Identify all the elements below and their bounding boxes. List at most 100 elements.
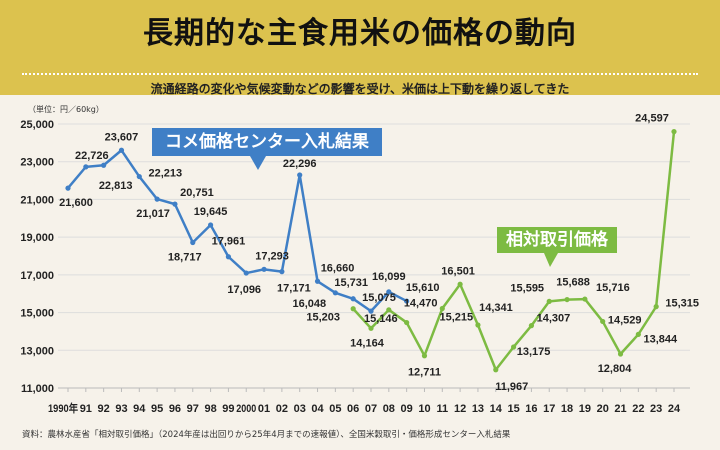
y-tick-label: 15,000: [20, 308, 54, 320]
x-tick-label: 21: [614, 403, 626, 415]
data-point: [83, 164, 89, 170]
y-tick-label: 11,000: [21, 383, 54, 395]
x-tick-label: 92: [98, 403, 110, 415]
data-label: 17,171: [277, 283, 311, 295]
y-tick-label: 25,000: [20, 119, 54, 131]
x-tick-label: 19: [579, 403, 591, 415]
x-tick-label: 06: [347, 403, 359, 415]
data-point: [510, 344, 517, 350]
data-point: [386, 289, 392, 295]
x-tick-label: 16: [525, 403, 537, 415]
x-tick-label: 11: [436, 403, 448, 415]
data-point: [475, 322, 481, 328]
data-label: 14,341: [479, 302, 513, 314]
data-point: [493, 367, 499, 373]
source-note: 資料：農林水産省「相対取引価格」（2024年産は出回りから25年4月までの速報値…: [22, 430, 511, 440]
x-tick-label: 15: [507, 403, 519, 415]
data-label: 15,075: [362, 292, 396, 304]
data-point: [421, 353, 428, 359]
legend-callout-blue: コメ価格センター入札結果: [152, 128, 382, 156]
x-tick-label: 24: [668, 403, 681, 415]
divider: [22, 73, 698, 75]
data-label: 17,096: [227, 284, 261, 296]
data-label: 14,470: [404, 298, 438, 310]
y-tick-label: 19,000: [20, 232, 54, 244]
data-label: 22,296: [283, 158, 317, 170]
x-tick-label: 23: [650, 403, 662, 415]
x-tick-label: 03: [294, 403, 306, 415]
x-tick-label: 93: [115, 403, 127, 415]
data-label: 23,607: [105, 131, 139, 143]
data-label: 21,017: [136, 208, 170, 220]
data-point: [653, 304, 659, 310]
x-tick-label: 91: [80, 403, 92, 415]
x-tick-label: 02: [276, 403, 288, 415]
data-label: 21,600: [59, 197, 93, 209]
data-point: [404, 298, 410, 304]
callout-tail: [544, 253, 558, 267]
x-tick-label: 08: [383, 403, 395, 415]
x-tick-label: 98: [204, 403, 216, 415]
data-label: 24,597: [635, 113, 669, 125]
data-label: 15,203: [306, 312, 340, 324]
data-point: [350, 296, 356, 302]
data-point: [314, 278, 321, 284]
data-label: 15,146: [364, 313, 398, 325]
x-tick-label: 13: [472, 403, 484, 415]
data-label: 13,844: [644, 333, 679, 345]
data-point: [404, 319, 410, 326]
data-label: 14,307: [537, 313, 571, 325]
data-label: 15,595: [510, 282, 544, 294]
data-label: 15,688: [556, 277, 590, 289]
data-label: 15,731: [334, 277, 368, 289]
x-tick-label: 94: [133, 403, 146, 415]
header-band: 長期的な主食用米の価格の動向 流通経路の変化や気候変動などの影響を受け、米価は上…: [0, 0, 720, 96]
data-point: [243, 270, 249, 276]
callout-tail: [250, 156, 266, 170]
x-tick-label: 1990年: [48, 401, 78, 415]
x-tick-label: 12: [454, 403, 466, 415]
data-point: [101, 162, 107, 168]
data-label: 22,213: [148, 168, 182, 180]
chart-subtitle: 流通経路の変化や気候変動などの影響を受け、米価は上下動を繰り返してきた: [150, 82, 570, 96]
data-point: [261, 266, 267, 272]
data-label: 16,099: [372, 271, 406, 283]
data-label: 16,660: [321, 262, 355, 274]
x-tick-label: 99: [222, 403, 234, 415]
legend-callout-green: 相対取引価格: [497, 227, 617, 253]
data-label: 19,645: [194, 206, 228, 218]
x-tick-label: 18: [561, 403, 573, 415]
data-point: [172, 201, 178, 207]
x-tick-label: 95: [151, 403, 163, 415]
data-point: [207, 222, 214, 228]
data-label: 17,293: [255, 250, 289, 262]
chart-title: 長期的な主食用米の価格の動向: [143, 16, 577, 51]
y-tick-label: 21,000: [20, 194, 54, 206]
data-label: 13,175: [517, 346, 551, 358]
data-point: [136, 173, 142, 180]
x-tick-label: 09: [401, 403, 413, 415]
x-tick-label: 14: [490, 403, 503, 415]
data-point: [368, 325, 374, 331]
y-tick-label: 23,000: [20, 157, 54, 169]
data-label: 12,711: [408, 367, 441, 379]
data-point: [118, 147, 125, 153]
data-point: [635, 331, 641, 337]
data-point: [546, 298, 552, 304]
x-tick-label: 10: [418, 403, 430, 415]
data-point: [332, 290, 338, 296]
x-tick-label: 05: [329, 403, 341, 415]
data-label: 14,529: [608, 314, 642, 326]
data-point: [65, 185, 71, 191]
x-tick-label: 97: [187, 403, 199, 415]
series-line: [67, 149, 408, 313]
x-tick-label: 01: [258, 403, 270, 415]
data-label: 16,501: [441, 265, 475, 277]
data-point: [386, 307, 392, 313]
x-tick-label: 2000: [236, 403, 256, 415]
x-tick-label: 07: [365, 403, 377, 415]
data-label: 22,813: [99, 180, 133, 192]
data-point: [564, 296, 570, 303]
x-tick-label: 04: [311, 403, 324, 415]
